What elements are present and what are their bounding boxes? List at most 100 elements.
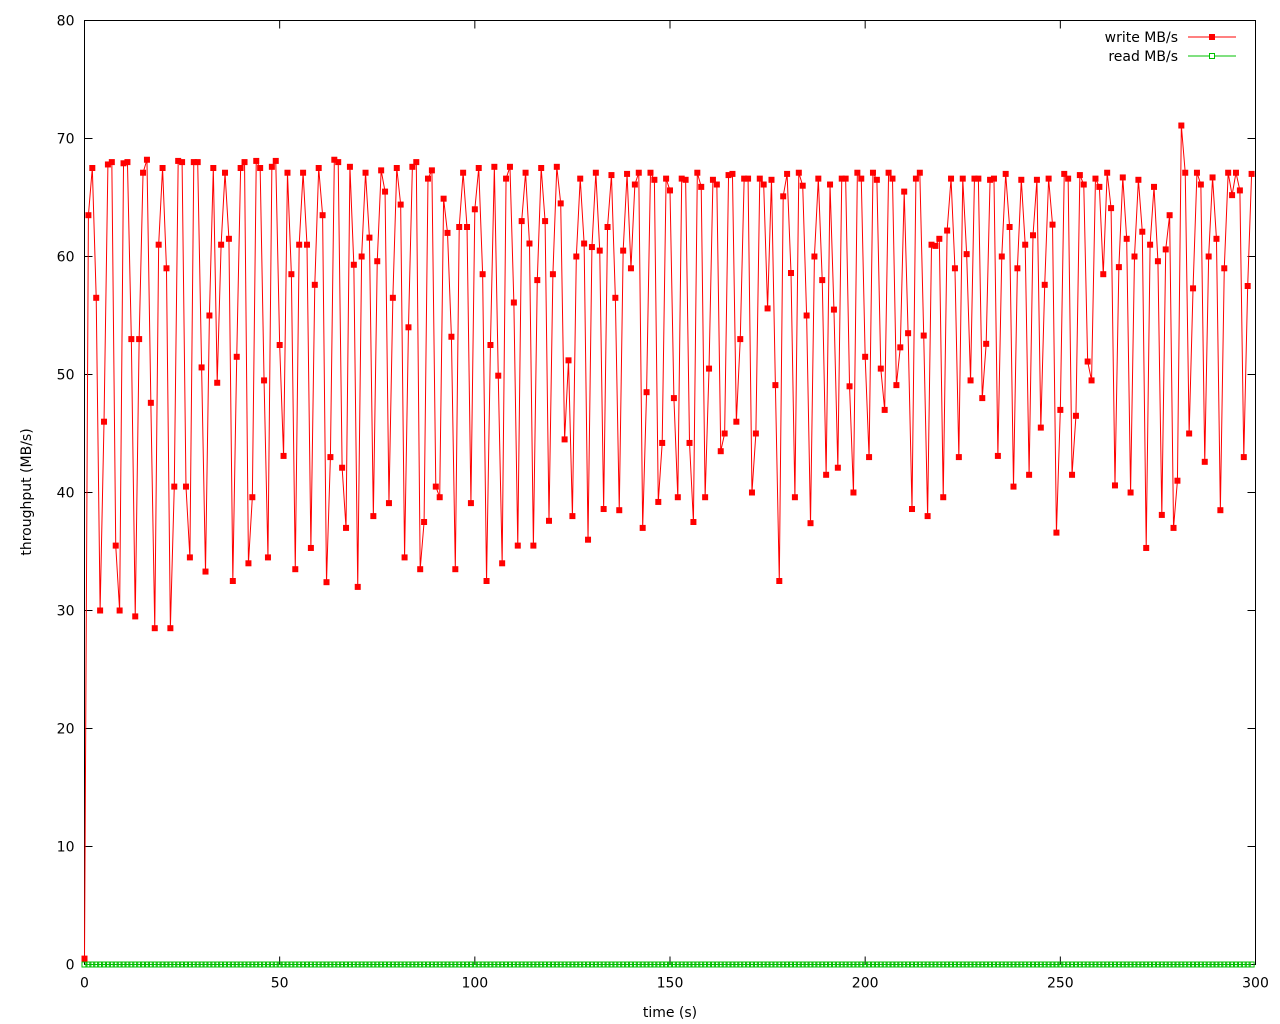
write-point bbox=[998, 253, 1005, 260]
write-point bbox=[674, 494, 681, 501]
read-point bbox=[725, 961, 732, 968]
read-point bbox=[1244, 961, 1251, 968]
read-point bbox=[748, 961, 755, 968]
read-point bbox=[479, 961, 486, 968]
read-point bbox=[909, 961, 916, 968]
write-point bbox=[1045, 175, 1052, 182]
write-point bbox=[1166, 212, 1173, 219]
read-point bbox=[1182, 961, 1189, 968]
write-point bbox=[491, 163, 498, 170]
write-point bbox=[784, 170, 791, 177]
write-point bbox=[186, 554, 193, 561]
read-point bbox=[885, 961, 892, 968]
write-point bbox=[967, 377, 974, 384]
read-point bbox=[1186, 961, 1193, 968]
write-point bbox=[93, 294, 100, 301]
read-point bbox=[350, 961, 357, 968]
write-point bbox=[194, 159, 201, 166]
write-point bbox=[639, 524, 646, 531]
y-tick-label: 80 bbox=[57, 14, 75, 30]
write-point bbox=[382, 188, 389, 195]
write-point bbox=[1002, 170, 1009, 177]
read-point bbox=[1037, 961, 1044, 968]
write-point bbox=[608, 172, 615, 179]
write-point bbox=[1030, 232, 1037, 239]
read-point bbox=[471, 961, 478, 968]
x-tick-label: 300 bbox=[1242, 976, 1269, 992]
y-axis-label: throughput (MB/s) bbox=[19, 428, 35, 555]
write-point bbox=[116, 607, 123, 614]
read-point bbox=[370, 961, 377, 968]
read-point bbox=[1061, 961, 1068, 968]
read-point bbox=[1209, 961, 1216, 968]
write-point bbox=[1139, 228, 1146, 235]
read-point bbox=[378, 961, 385, 968]
read-point bbox=[218, 961, 225, 968]
write-point bbox=[1072, 412, 1079, 419]
read-point bbox=[327, 961, 334, 968]
read-point bbox=[1076, 961, 1083, 968]
read-point bbox=[510, 961, 517, 968]
write-point bbox=[748, 489, 755, 496]
y-tick-label: 50 bbox=[57, 368, 75, 384]
read-point bbox=[444, 961, 451, 968]
read-point bbox=[1006, 961, 1013, 968]
write-point bbox=[104, 161, 111, 168]
write-point bbox=[1080, 181, 1087, 188]
write-point bbox=[686, 439, 693, 446]
y-tick-label: 60 bbox=[57, 250, 75, 266]
read-point bbox=[959, 961, 966, 968]
read-point bbox=[1018, 961, 1025, 968]
read-point bbox=[1092, 961, 1099, 968]
read-point bbox=[1069, 961, 1076, 968]
write-point bbox=[296, 241, 303, 248]
read-point bbox=[889, 961, 896, 968]
read-point bbox=[409, 961, 416, 968]
read-point bbox=[741, 961, 748, 968]
x-tick-label: 50 bbox=[271, 976, 289, 992]
read-point bbox=[1248, 961, 1255, 968]
read-point bbox=[1108, 961, 1115, 968]
write-point bbox=[233, 353, 240, 360]
read-point bbox=[862, 961, 869, 968]
write-point bbox=[694, 169, 701, 176]
read-point bbox=[1174, 961, 1181, 968]
write-point bbox=[1065, 175, 1072, 182]
read-point bbox=[936, 961, 943, 968]
write-point bbox=[955, 454, 962, 461]
write-point bbox=[405, 324, 412, 331]
read-point bbox=[249, 961, 256, 968]
write-point bbox=[409, 163, 416, 170]
write-point bbox=[108, 159, 115, 166]
read-point bbox=[990, 961, 997, 968]
write-point bbox=[307, 544, 314, 551]
read-point bbox=[366, 961, 373, 968]
write-point bbox=[698, 183, 705, 190]
read-point bbox=[108, 961, 115, 968]
read-point bbox=[257, 961, 264, 968]
read-point bbox=[592, 961, 599, 968]
write-point bbox=[838, 175, 845, 182]
read-point bbox=[190, 961, 197, 968]
write-point bbox=[97, 607, 104, 614]
read-point bbox=[955, 961, 962, 968]
read-point bbox=[140, 961, 147, 968]
write-point bbox=[253, 157, 260, 164]
write-point bbox=[319, 212, 326, 219]
read-point bbox=[1080, 961, 1087, 968]
write-point bbox=[1014, 265, 1021, 272]
write-point bbox=[151, 625, 158, 632]
write-point bbox=[155, 241, 162, 248]
read-point bbox=[745, 961, 752, 968]
read-point bbox=[319, 961, 326, 968]
write-point bbox=[1026, 471, 1033, 478]
write-point bbox=[854, 169, 861, 176]
write-point bbox=[1127, 489, 1134, 496]
read-point bbox=[608, 961, 615, 968]
write-point bbox=[795, 169, 802, 176]
read-point bbox=[1119, 961, 1126, 968]
write-point bbox=[916, 169, 923, 176]
write-point bbox=[327, 454, 334, 461]
write-point bbox=[448, 333, 455, 340]
